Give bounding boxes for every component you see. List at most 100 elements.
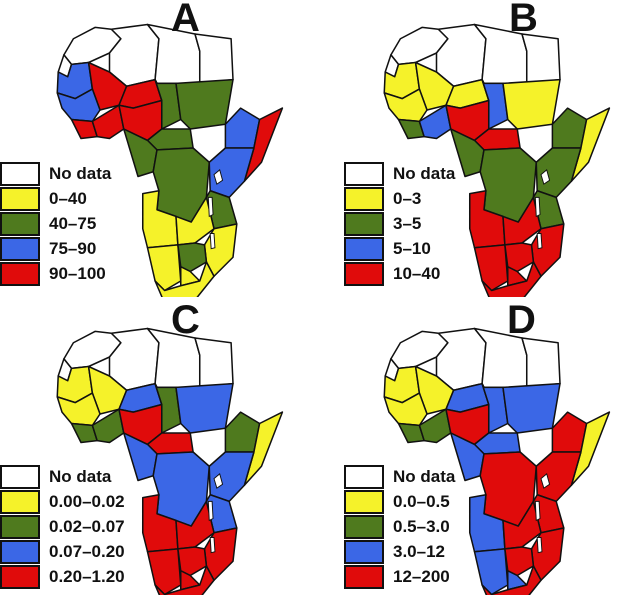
country-safr [481, 565, 542, 595]
legend-label: 0.07–0.20 [49, 542, 125, 561]
lake-1 [213, 473, 224, 489]
lake-3 [536, 233, 543, 250]
country-wafr [383, 88, 428, 123]
legend-swatch [0, 187, 40, 211]
legend-swatch [0, 540, 40, 564]
legend-label: 3–5 [393, 214, 422, 233]
country-safr [481, 261, 542, 297]
country-namib [473, 244, 509, 292]
country-egypt [194, 337, 234, 389]
legend-label: No data [393, 467, 456, 486]
lake-3 [536, 537, 543, 554]
country-somalia [570, 411, 611, 487]
legend-label: 0.02–0.07 [49, 517, 125, 536]
lake-2 [534, 196, 541, 218]
africa-map-d [383, 327, 611, 595]
legend-swatch [344, 515, 384, 539]
country-sudan [502, 78, 561, 130]
country-wafr [383, 392, 428, 427]
legend-swatch [0, 212, 40, 236]
country-safr [154, 565, 215, 595]
legend-label: 3.0–12 [393, 542, 445, 561]
lake-1 [540, 169, 551, 185]
country-safr [154, 261, 215, 297]
legend-swatch [344, 465, 384, 489]
legend-label: 0.20–1.20 [49, 567, 125, 586]
panel-letter-d: D [507, 298, 536, 342]
legend-label: 90–100 [49, 264, 106, 283]
legend-label: No data [49, 467, 112, 486]
country-namib [146, 244, 182, 292]
africa-map-c [56, 327, 284, 595]
panel-letter-b: B [509, 0, 538, 40]
country-algeria [108, 327, 160, 392]
country-sudan [175, 78, 234, 130]
country-ghana [418, 104, 452, 140]
lake-2 [207, 196, 214, 218]
country-wafr [56, 392, 101, 427]
lake-1 [213, 169, 224, 185]
legend-label: 0.00–0.02 [49, 492, 125, 511]
legend-label: 0.0–0.5 [393, 492, 450, 511]
legend-swatch [0, 565, 40, 589]
legend-swatch [0, 237, 40, 261]
legend-label: No data [49, 164, 112, 183]
legend-swatch [344, 187, 384, 211]
legend-label: No data [393, 164, 456, 183]
lake-1 [540, 473, 551, 489]
africa-map-b [383, 23, 611, 297]
africa-countries [56, 23, 284, 297]
country-somalia [243, 107, 284, 183]
legend-swatch [344, 237, 384, 261]
country-ghana [91, 408, 125, 444]
country-egypt [521, 33, 561, 85]
legend-swatch [344, 262, 384, 286]
country-namib [473, 548, 509, 595]
country-somalia [243, 411, 284, 487]
legend-label: 5–10 [393, 239, 431, 258]
country-ghana [418, 408, 452, 444]
country-somalia [570, 107, 611, 183]
map-panel-b: B No data 0–3 3–5 5–10 10–40 [322, 0, 644, 297]
lake-3 [209, 537, 216, 554]
legend-swatch [344, 540, 384, 564]
legend-label: 0–40 [49, 189, 87, 208]
legend-swatch [344, 490, 384, 514]
map-panel-d: D No data 0.0–0.5 0.5–3.0 3.0–12 12–200 [322, 298, 644, 595]
country-algeria [108, 23, 160, 88]
country-namib [146, 548, 182, 595]
country-algeria [435, 23, 487, 88]
legend-label: 0.5–3.0 [393, 517, 450, 536]
country-algeria [435, 327, 487, 392]
panel-letter-c: C [171, 298, 200, 342]
legend-swatch [0, 515, 40, 539]
legend-swatch [344, 162, 384, 186]
country-egypt [521, 337, 561, 389]
country-ghana [91, 104, 125, 140]
country-wafr [56, 88, 101, 123]
legend-label: 12–200 [393, 567, 450, 586]
legend-label: 75–90 [49, 239, 97, 258]
country-sudan [502, 382, 561, 434]
africa-countries [56, 327, 284, 595]
legend-label: 10–40 [393, 264, 441, 283]
legend-swatch [0, 490, 40, 514]
lake-2 [207, 500, 214, 522]
legend-swatch [0, 162, 40, 186]
legend-swatch [344, 212, 384, 236]
legend-label: 40–75 [49, 214, 97, 233]
map-panel-c: C No data 0.00–0.02 0.02–0.07 0.07–0.20 … [0, 298, 322, 595]
lake-3 [209, 233, 216, 250]
legend-swatch [344, 565, 384, 589]
legend-label: 0–3 [393, 189, 422, 208]
africa-countries [383, 327, 611, 595]
africa-map-a [56, 23, 284, 297]
africa-countries [383, 23, 611, 297]
panel-letter-a: A [171, 0, 200, 40]
country-sudan [175, 382, 234, 434]
lake-2 [534, 500, 541, 522]
legend-swatch [0, 262, 40, 286]
legend-swatch [0, 465, 40, 489]
map-panel-a: A No data 0–40 40–75 75–90 90–100 [0, 0, 322, 297]
country-egypt [194, 33, 234, 85]
